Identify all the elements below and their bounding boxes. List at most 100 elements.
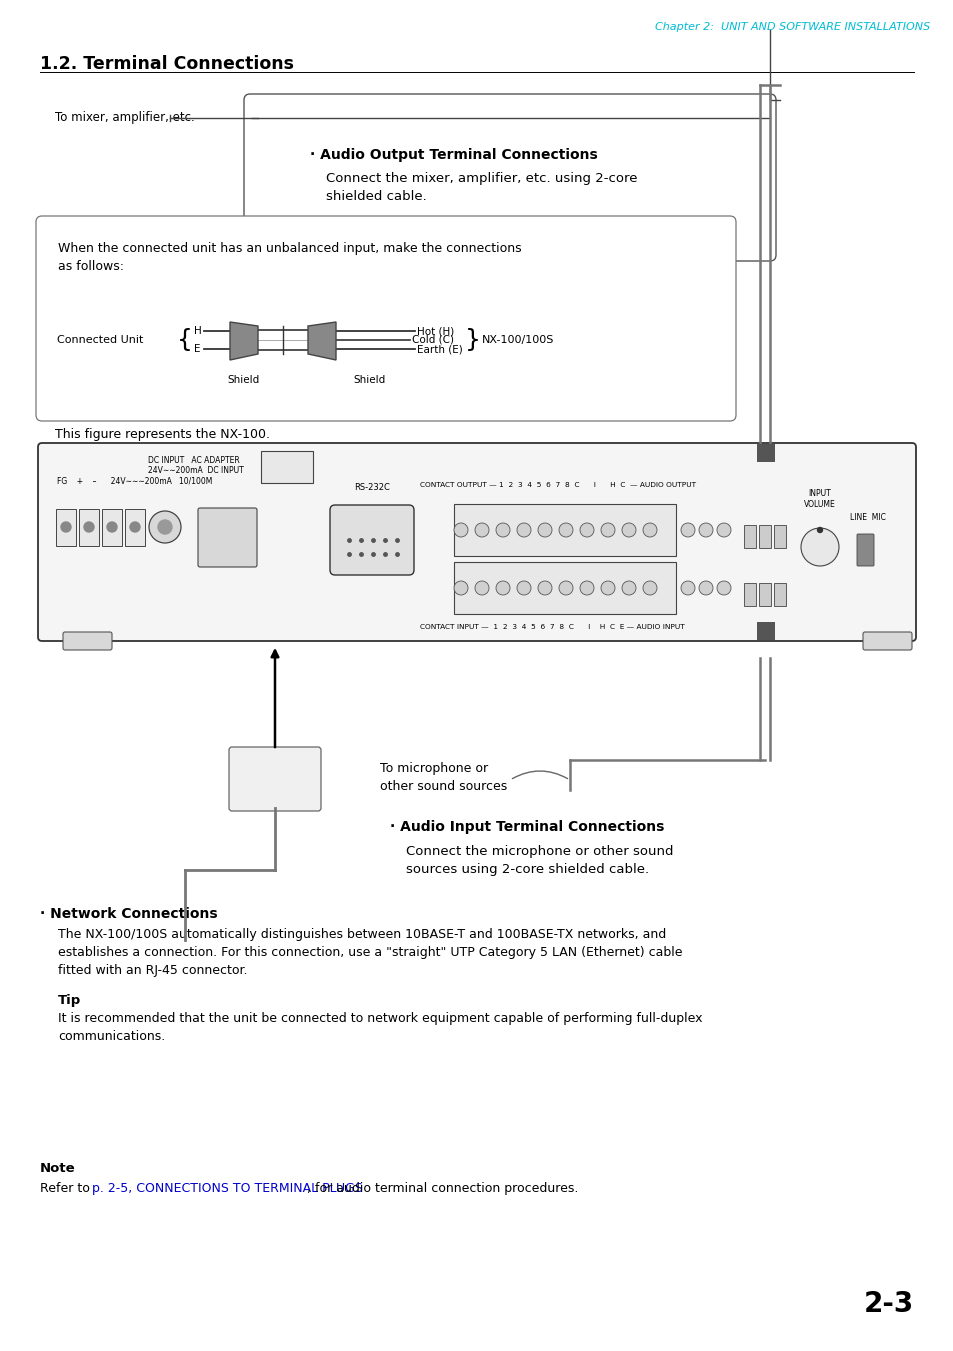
- Text: Chapter 2:  UNIT AND SOFTWARE INSTALLATIONS: Chapter 2: UNIT AND SOFTWARE INSTALLATIO…: [654, 22, 929, 32]
- Circle shape: [801, 528, 838, 566]
- Text: }: }: [464, 328, 480, 353]
- Circle shape: [579, 581, 594, 594]
- Text: Earth (E): Earth (E): [416, 345, 462, 354]
- FancyBboxPatch shape: [759, 524, 771, 547]
- Text: establishes a connection. For this connection, use a "straight" UTP Category 5 L: establishes a connection. For this conne…: [58, 946, 681, 959]
- FancyBboxPatch shape: [56, 509, 76, 546]
- Circle shape: [699, 523, 712, 536]
- Text: {: {: [177, 328, 193, 353]
- Circle shape: [817, 527, 821, 532]
- Text: INPUT
VOLUME: INPUT VOLUME: [803, 489, 835, 509]
- Circle shape: [496, 581, 510, 594]
- Text: This figure represents the NX-100.: This figure represents the NX-100.: [55, 428, 270, 440]
- Text: · Network Connections: · Network Connections: [40, 907, 217, 921]
- Text: other sound sources: other sound sources: [379, 780, 507, 793]
- Circle shape: [107, 521, 117, 532]
- FancyBboxPatch shape: [454, 562, 676, 613]
- Circle shape: [158, 520, 172, 534]
- Text: Cold (C): Cold (C): [412, 335, 454, 345]
- Text: · Audio Input Terminal Connections: · Audio Input Terminal Connections: [390, 820, 663, 834]
- FancyBboxPatch shape: [125, 509, 145, 546]
- Circle shape: [454, 581, 468, 594]
- Text: Hot (H): Hot (H): [416, 326, 454, 336]
- Text: 2-3: 2-3: [862, 1290, 913, 1319]
- FancyBboxPatch shape: [454, 504, 676, 557]
- Text: p. 2-5, CONNECTIONS TO TERMINAL PLUGS: p. 2-5, CONNECTIONS TO TERMINAL PLUGS: [92, 1182, 363, 1196]
- Text: Connected Unit: Connected Unit: [57, 335, 143, 345]
- Text: When the connected unit has an unbalanced input, make the connections: When the connected unit has an unbalance…: [58, 242, 521, 255]
- FancyBboxPatch shape: [63, 632, 112, 650]
- Text: To microphone or: To microphone or: [379, 762, 488, 775]
- Circle shape: [680, 523, 695, 536]
- FancyBboxPatch shape: [102, 509, 122, 546]
- Circle shape: [600, 523, 615, 536]
- FancyBboxPatch shape: [261, 451, 313, 484]
- Text: shielded cable.: shielded cable.: [326, 190, 426, 203]
- Text: sources using 2-core shielded cable.: sources using 2-core shielded cable.: [406, 863, 648, 875]
- Text: CONTACT INPUT —  1  2  3  4  5  6  7  8  C      I    H  C  E — AUDIO INPUT: CONTACT INPUT — 1 2 3 4 5 6 7 8 C I H C …: [419, 624, 684, 630]
- FancyBboxPatch shape: [743, 582, 756, 605]
- Text: Note: Note: [40, 1162, 75, 1175]
- Circle shape: [130, 521, 140, 532]
- Circle shape: [537, 581, 552, 594]
- Polygon shape: [230, 322, 257, 359]
- FancyBboxPatch shape: [759, 582, 771, 605]
- Circle shape: [579, 523, 594, 536]
- FancyBboxPatch shape: [38, 443, 915, 640]
- Text: as follows:: as follows:: [58, 259, 124, 273]
- Circle shape: [517, 523, 531, 536]
- Circle shape: [517, 581, 531, 594]
- FancyBboxPatch shape: [244, 95, 775, 261]
- Text: The NX-100/100S automatically distinguishes between 10BASE-T and 100BASE-TX netw: The NX-100/100S automatically distinguis…: [58, 928, 665, 942]
- Circle shape: [621, 523, 636, 536]
- Text: Shield: Shield: [228, 376, 260, 385]
- Text: CONTACT OUTPUT — 1  2  3  4  5  6  7  8  C      I      H  C  — AUDIO OUTPUT: CONTACT OUTPUT — 1 2 3 4 5 6 7 8 C I H C…: [419, 482, 696, 488]
- Circle shape: [537, 523, 552, 536]
- Circle shape: [475, 581, 489, 594]
- Text: RS-232C: RS-232C: [354, 484, 390, 492]
- Circle shape: [621, 581, 636, 594]
- FancyBboxPatch shape: [856, 534, 873, 566]
- FancyBboxPatch shape: [198, 508, 256, 567]
- FancyBboxPatch shape: [862, 632, 911, 650]
- Polygon shape: [308, 322, 335, 359]
- FancyBboxPatch shape: [36, 216, 735, 422]
- Circle shape: [642, 581, 657, 594]
- Text: E: E: [193, 345, 200, 354]
- Text: FG    +    –      24V∼∼∼200mA   10/100M: FG + – 24V∼∼∼200mA 10/100M: [57, 476, 213, 485]
- Circle shape: [717, 581, 730, 594]
- Circle shape: [84, 521, 94, 532]
- Text: , for audio terminal connection procedures.: , for audio terminal connection procedur…: [307, 1182, 578, 1196]
- FancyBboxPatch shape: [774, 524, 785, 547]
- Circle shape: [699, 581, 712, 594]
- FancyBboxPatch shape: [757, 444, 774, 462]
- Circle shape: [680, 581, 695, 594]
- Text: It is recommended that the unit be connected to network equipment capable of per: It is recommended that the unit be conne…: [58, 1012, 701, 1025]
- FancyBboxPatch shape: [330, 505, 414, 576]
- Text: 24V∼∼200mA  DC INPUT: 24V∼∼200mA DC INPUT: [148, 466, 244, 476]
- Circle shape: [496, 523, 510, 536]
- Circle shape: [558, 523, 573, 536]
- Text: Connect the mixer, amplifier, etc. using 2-core: Connect the mixer, amplifier, etc. using…: [326, 172, 637, 185]
- Text: Shield: Shield: [354, 376, 386, 385]
- Text: H: H: [193, 326, 201, 336]
- Text: NX-100/100S: NX-100/100S: [481, 335, 554, 345]
- FancyBboxPatch shape: [79, 509, 99, 546]
- FancyBboxPatch shape: [743, 524, 756, 547]
- FancyBboxPatch shape: [774, 582, 785, 605]
- Circle shape: [642, 523, 657, 536]
- Text: fitted with an RJ-45 connector.: fitted with an RJ-45 connector.: [58, 965, 247, 977]
- Text: DC INPUT   AC ADAPTER: DC INPUT AC ADAPTER: [148, 457, 239, 465]
- FancyBboxPatch shape: [757, 621, 774, 640]
- FancyBboxPatch shape: [229, 747, 320, 811]
- Circle shape: [475, 523, 489, 536]
- Circle shape: [558, 581, 573, 594]
- Text: To mixer, amplifier, etc.: To mixer, amplifier, etc.: [55, 112, 194, 124]
- Text: · Audio Output Terminal Connections: · Audio Output Terminal Connections: [310, 149, 598, 162]
- Text: communications.: communications.: [58, 1029, 165, 1043]
- Circle shape: [61, 521, 71, 532]
- Text: Connect the microphone or other sound: Connect the microphone or other sound: [406, 844, 673, 858]
- Text: Refer to: Refer to: [40, 1182, 93, 1196]
- Circle shape: [149, 511, 181, 543]
- Circle shape: [600, 581, 615, 594]
